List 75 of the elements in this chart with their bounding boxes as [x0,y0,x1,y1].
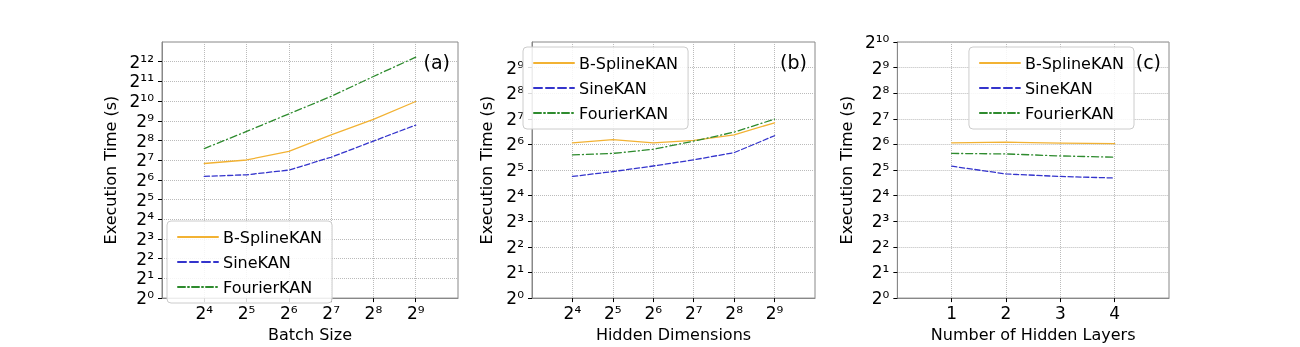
line-series [571,118,776,156]
y-tick-label: 2⁶ [136,169,155,190]
y-tick-label: 2² [871,236,890,257]
x-tick-label: 2⁹ [765,302,784,323]
y-tick-label: 2⁴ [871,185,890,206]
y-tick-label: 2⁹ [136,110,155,131]
legend-label: SineKAN [223,252,291,272]
y-tick-label: 2⁰ [136,288,155,309]
y-tick-label: 2³ [506,211,524,232]
y-tick-label: 2⁸ [136,130,155,151]
annotation: (c) [1135,50,1162,73]
y-tick-label: 2³ [871,211,890,232]
x-tick-label: 2 [1000,302,1012,323]
x-tick-label: 2⁸ [725,302,744,323]
y-tick-label: 2¹⁰ [129,91,155,112]
line-series [203,56,417,150]
y-tick-label: 2⁸ [871,83,890,104]
y-tick-label: 2² [506,236,524,257]
annotation: (b) [780,50,807,73]
line-series [203,124,417,178]
y-tick-label: 2⁷ [506,108,525,129]
x-tick-label: 4 [1109,302,1121,323]
y-tick-label: 2⁸ [506,83,525,104]
y-tick-label: 2⁵ [871,160,890,181]
legend-label: B-SplineKAN [223,227,323,247]
x-axis-title: Hidden Dimensions [595,324,752,344]
x-tick-label: 2⁷ [322,302,341,323]
y-tick-label: 2⁷ [871,108,890,129]
legend-label: FourierKAN [579,103,669,123]
x-tick-label: 2⁸ [364,302,383,323]
annotation: (a) [423,50,450,73]
legend-label: SineKAN [579,78,647,98]
x-axis-title: Number of Hidden Layers [930,324,1136,344]
y-tick-label: 2⁰ [506,288,525,309]
y-tick-label: 2¹² [129,51,154,72]
y-tick-label: 2⁹ [506,57,525,78]
y-tick-label: 2⁶ [871,134,890,155]
x-tick-label: 2⁷ [684,302,703,323]
y-tick-label: 2¹ [871,262,890,283]
x-tick-label: 2⁶ [644,302,663,323]
y-tick-label: 2¹⁰ [864,32,890,52]
y-tick-label: 2⁰ [871,288,890,309]
x-axis-title: Batch Size [268,324,352,344]
y-axis-title: Execution Time (s) [476,95,496,245]
line-series [571,135,776,178]
x-tick-label: 2⁴ [563,302,582,323]
legend-label: FourierKAN [223,277,313,297]
legend-label: FourierKAN [1024,103,1115,123]
x-tick-label: 1 [946,302,958,323]
y-tick-label: 2¹¹ [129,71,154,92]
line-series [951,165,1116,179]
x-tick-label: 2⁵ [604,302,622,323]
y-tick-label: 2⁵ [506,160,524,181]
y-tick-label: 2³ [136,229,154,249]
legend-label: B-SplineKAN [579,53,679,73]
y-tick-label: 2¹ [506,262,524,283]
y-tick-label: 2⁹ [871,57,890,78]
y-tick-label: 2⁴ [506,185,525,206]
y-axis-title: Execution Time (s) [836,95,856,245]
y-tick-label: 2⁵ [136,189,154,210]
y-tick-label: 2⁴ [136,209,155,230]
x-tick-label: 2⁴ [195,302,214,323]
line-series [203,100,417,165]
line-series [571,122,776,144]
legend-label: B-SplineKAN [1024,53,1124,73]
x-tick-label: 2⁹ [406,302,425,323]
legend-label: SineKAN [1024,78,1093,98]
x-tick-label: 2⁶ [280,302,298,323]
y-tick-label: 2¹ [136,268,154,289]
y-tick-label: 2⁷ [136,150,155,171]
y-axis-title: Execution Time (s) [101,95,121,245]
x-tick-label: 2⁵ [237,302,256,323]
y-tick-label: 2⁶ [506,134,525,155]
x-tick-label: 3 [1054,302,1066,323]
y-tick-label: 2² [136,248,154,269]
